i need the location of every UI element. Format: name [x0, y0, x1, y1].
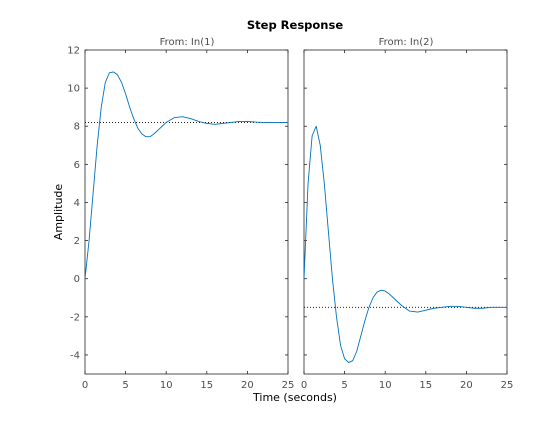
y-tick-label: 10: [67, 84, 80, 95]
y-axis-label: Amplitude: [52, 184, 65, 241]
y-tick-label: 2: [74, 236, 80, 247]
x-tick-label: 5: [122, 380, 128, 391]
response-line: [84, 71, 288, 279]
x-tick-label: 20: [241, 380, 254, 391]
x-tick-label: 15: [200, 380, 213, 391]
x-tick-label: 10: [160, 380, 173, 391]
panels-layer: 0 5 10 15 20 25 -4 -2 0 2 4 6 8 10 12 0 5 10 15 20 25: [67, 46, 513, 392]
y-tick-label: 4: [74, 198, 80, 209]
x-tick-label: 10: [379, 380, 392, 391]
x-tick-label: 0: [301, 380, 307, 391]
x-tick-label: 25: [501, 380, 514, 391]
panel-1-title: From: In(1): [160, 37, 215, 48]
y-tick-label: 8: [74, 122, 80, 133]
y-tick-label: 12: [67, 46, 80, 57]
x-tick-label: 20: [460, 380, 473, 391]
panel-2-plot-area: [303, 49, 508, 375]
x-tick-label: 15: [419, 380, 432, 391]
y-tick-label: 6: [74, 160, 80, 171]
y-tick-label: -4: [70, 350, 80, 361]
panel-1-plot-area: [84, 49, 289, 375]
panel-1: 0 5 10 15 20 25 -4 -2 0 2 4 6 8 10 12: [67, 46, 294, 392]
panel-2: 0 5 10 15 20 25: [301, 49, 514, 391]
chart-title: Step Response: [247, 18, 343, 32]
x-axis-label: Time (seconds): [252, 391, 337, 404]
response-line: [303, 125, 507, 364]
x-tick-label: 5: [341, 380, 347, 391]
y-tick-label: -2: [70, 312, 80, 323]
x-tick-label: 0: [82, 380, 88, 391]
panel-2-title: From: In(2): [379, 37, 434, 48]
y-tick-label: 0: [74, 274, 80, 285]
x-tick-label: 25: [282, 380, 295, 391]
